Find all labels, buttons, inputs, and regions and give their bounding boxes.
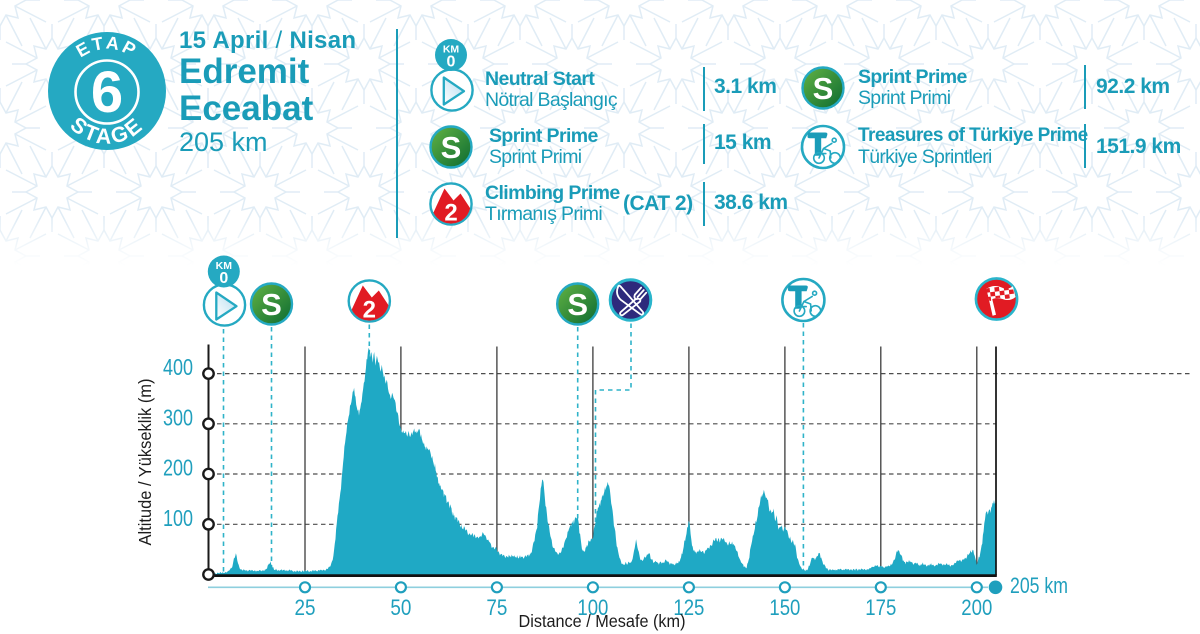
- svg-text:150: 150: [769, 595, 800, 620]
- svg-text:175: 175: [865, 595, 896, 620]
- svg-text:100: 100: [577, 595, 608, 620]
- svg-text:Distance / Mesafe (km): Distance / Mesafe (km): [519, 611, 686, 631]
- svg-text:200: 200: [961, 595, 992, 620]
- svg-text:6: 6: [91, 60, 123, 125]
- svg-text:400: 400: [163, 354, 193, 380]
- svg-text:300: 300: [163, 404, 193, 430]
- svg-text:200: 200: [163, 455, 193, 481]
- svg-text:75: 75: [486, 595, 507, 620]
- svg-text:25: 25: [295, 595, 316, 620]
- svg-text:50: 50: [390, 595, 411, 620]
- svg-text:125: 125: [673, 595, 704, 620]
- svg-text:205 km: 205 km: [1010, 573, 1068, 598]
- svg-text:100: 100: [163, 505, 193, 531]
- svg-text:Altitude / Yükseklik (m): Altitude / Yükseklik (m): [135, 379, 155, 546]
